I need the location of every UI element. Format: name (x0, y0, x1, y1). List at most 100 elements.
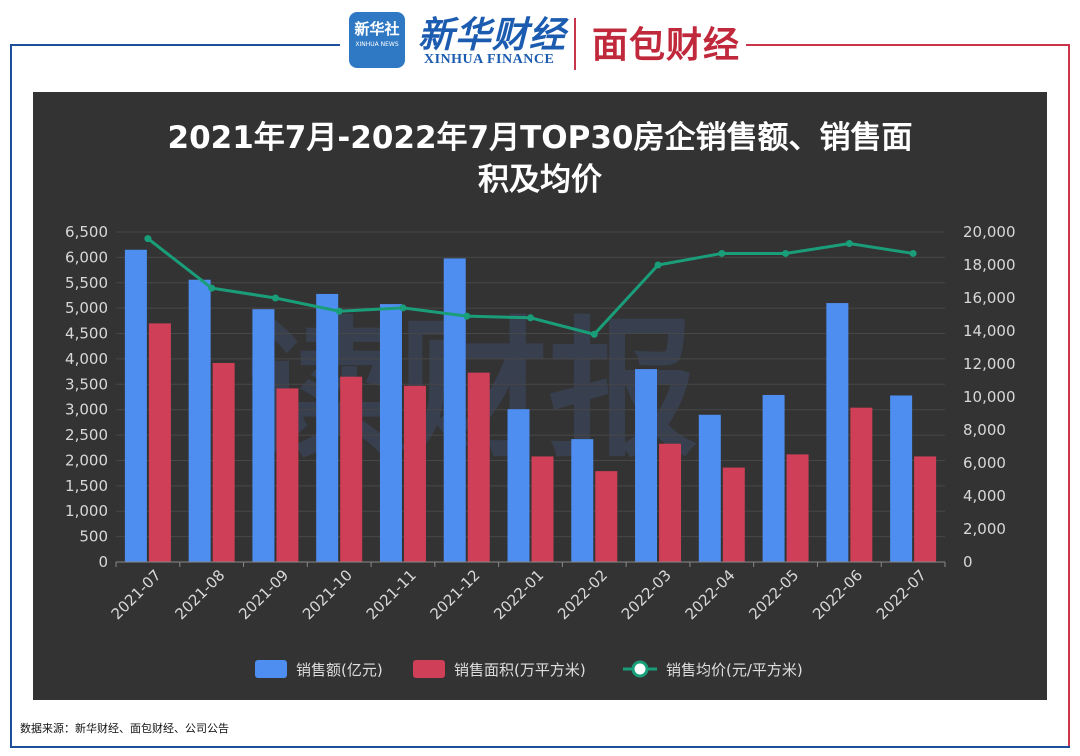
bar-sales[interactable] (571, 439, 594, 562)
bar-area[interactable] (786, 454, 809, 562)
bar-area[interactable] (531, 456, 554, 562)
bar-area[interactable] (850, 407, 873, 562)
price-point[interactable] (399, 304, 407, 312)
legend-label-sales[interactable]: 销售额(亿元) (296, 661, 383, 679)
legend-label-area[interactable]: 销售面积(万平方米) (454, 661, 586, 679)
y-left-tick-label: 3,000 (65, 401, 108, 419)
y-left-tick-label: 1,000 (65, 502, 108, 520)
bar-sales[interactable] (507, 409, 530, 562)
legend: 销售额(亿元) 销售面积(万平方米) 销售均价(元/平方米) (255, 660, 803, 679)
y-left-tick-label: 4,000 (65, 350, 108, 368)
y-right-tick-label: 18,000 (963, 256, 1016, 274)
frame-line-left-vertical (10, 44, 12, 748)
mianbao-finance-logo: 面包财经 (592, 25, 741, 66)
legend-swatch-price-dot[interactable] (631, 660, 649, 678)
y-right-tick-label: 20,000 (963, 223, 1016, 241)
y-left-tick-label: 6,500 (65, 223, 108, 241)
xinhua-finance-logo-cn: 新华财经 (418, 14, 567, 56)
bar-sales[interactable] (316, 293, 339, 562)
bar-sales[interactable] (762, 394, 785, 562)
logo-divider (574, 18, 576, 70)
x-tick-label: 2022-01 (490, 566, 547, 623)
price-point[interactable] (144, 235, 152, 243)
bar-area[interactable] (403, 385, 426, 562)
x-tick-label: 2021-08 (171, 566, 228, 623)
y-left-tick-label: 2,500 (65, 426, 108, 444)
bar-sales[interactable] (826, 303, 849, 562)
bar-sales[interactable] (698, 414, 721, 562)
y-right-tick-label: 14,000 (963, 322, 1016, 340)
frame-line-bottom (10, 746, 1070, 748)
y-right-tick-label: 12,000 (963, 355, 1016, 373)
price-point[interactable] (271, 294, 279, 302)
y-left-tick-label: 0 (98, 553, 108, 571)
legend-swatch-sales[interactable] (255, 660, 287, 678)
legend-label-price[interactable]: 销售均价(元/平方米) (666, 661, 803, 679)
x-tick-label: 2021-12 (427, 566, 484, 623)
y-left-tick-label: 1,500 (65, 477, 108, 495)
chart: 读财报 2021年7月-2022年7月TOP30房企销售额、销售面 积及均价 0… (65, 120, 1016, 679)
frame-line-right-top (746, 44, 1070, 46)
price-point[interactable] (845, 240, 853, 248)
y-left-tick-label: 500 (79, 528, 108, 546)
x-tick-label: 2022-07 (873, 566, 930, 623)
x-tick-label: 2022-02 (554, 566, 611, 623)
bar-sales[interactable] (124, 249, 147, 562)
bar-area[interactable] (914, 456, 937, 562)
price-point[interactable] (909, 249, 917, 257)
x-tick-label: 2022-06 (809, 566, 866, 623)
price-point[interactable] (782, 249, 790, 257)
price-point[interactable] (654, 261, 662, 269)
y-right-tick-label: 4,000 (963, 487, 1006, 505)
x-tick-label: 2021-09 (235, 566, 292, 623)
chart-title-line1: 2021年7月-2022年7月TOP30房企销售额、销售面 (168, 120, 913, 156)
bar-area[interactable] (340, 376, 363, 562)
bar-sales[interactable] (443, 258, 466, 562)
y-right-tick-label: 16,000 (963, 289, 1016, 307)
frame-line-left-top (10, 44, 340, 46)
bar-area[interactable] (722, 467, 745, 562)
bar-sales[interactable] (379, 304, 402, 562)
bar-area[interactable] (212, 362, 235, 562)
xinhua-news-logo: 新华社 XINHUA NEWS (349, 12, 405, 68)
y-right-tick-label: 10,000 (963, 388, 1016, 406)
xinhua-badge-text: 新华社 (354, 20, 400, 38)
y-left-tick-label: 3,500 (65, 375, 108, 393)
y-right-tick-label: 8,000 (963, 421, 1006, 439)
x-tick-label: 2021-10 (299, 566, 356, 623)
x-tick-label: 2021-11 (363, 566, 420, 623)
legend-swatch-area[interactable] (413, 660, 445, 678)
y-left-tick-label: 5,000 (65, 299, 108, 317)
y-left-tick-label: 4,500 (65, 325, 108, 343)
bar-sales[interactable] (252, 309, 275, 562)
xinhua-finance-logo-en: XINHUA FINANCE (424, 52, 555, 67)
bar-sales[interactable] (635, 369, 658, 562)
data-source-note: 数据来源：新华财经、面包财经、公司公告 (20, 722, 229, 735)
bar-area[interactable] (148, 323, 171, 562)
y-right-tick-label: 2,000 (963, 520, 1006, 538)
bar-area[interactable] (467, 372, 490, 562)
y-axis-left: 0 500 1,000 1,500 2,000 2,500 3,000 3,500 4,000 4… (65, 223, 108, 571)
bar-area[interactable] (276, 388, 299, 562)
price-point[interactable] (718, 249, 726, 257)
price-point[interactable] (208, 284, 216, 292)
y-left-tick-label: 6,000 (65, 248, 108, 266)
chart-title-line2: 积及均价 (478, 162, 602, 198)
price-point[interactable] (335, 307, 343, 315)
price-point[interactable] (590, 330, 598, 338)
frame-line-right-vertical (1068, 44, 1070, 748)
y-left-tick-label: 2,000 (65, 451, 108, 469)
chart-panel: 读财报 2021年7月-2022年7月TOP30房企销售额、销售面 积及均价 0… (33, 92, 1047, 700)
x-tick-label: 2022-05 (745, 566, 802, 623)
bar-sales[interactable] (890, 395, 913, 562)
price-point[interactable] (527, 314, 534, 322)
xinhua-badge-en-text: XINHUA NEWS (355, 41, 399, 48)
x-tick-label: 2022-03 (618, 566, 675, 623)
bar-sales[interactable] (188, 279, 211, 562)
bar-area[interactable] (595, 471, 618, 562)
y-left-tick-label: 5,500 (65, 274, 108, 292)
price-point[interactable] (463, 312, 471, 320)
y-right-tick-label: 6,000 (963, 454, 1006, 472)
x-tick-label: 2021-07 (108, 566, 165, 623)
bar-area[interactable] (659, 443, 682, 562)
